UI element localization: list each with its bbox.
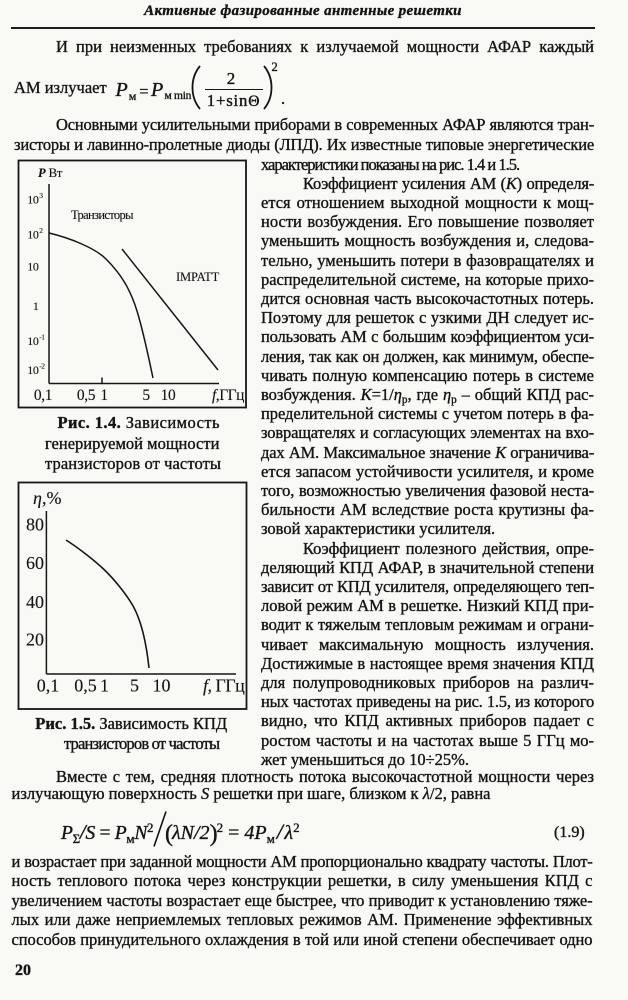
svg-text:f, ГГц: f, ГГц [203,676,245,696]
svg-text:10: 10 [27,228,39,242]
svg-text:20: 20 [26,630,44,650]
svg-text:10: 10 [153,676,171,696]
svg-text:1: 1 [100,387,107,404]
svg-text:10: 10 [27,334,39,348]
svg-text:η,%: η,% [33,488,61,508]
svg-text:P: P [38,166,46,180]
svg-text:3: 3 [39,191,43,200]
svg-text:40: 40 [26,592,44,612]
svg-text:0,5: 0,5 [74,676,97,696]
svg-text:5: 5 [130,676,139,696]
svg-text:-2: -2 [39,362,45,371]
svg-text:Вт: Вт [49,165,63,180]
svg-text:-1: -1 [39,333,45,342]
svg-text:5: 5 [142,387,150,404]
svg-text:0,1: 0,1 [37,676,60,696]
svg-text:10: 10 [161,387,176,404]
svg-text:1: 1 [33,299,39,313]
svg-text:f,ГГц: f,ГГц [212,387,244,404]
svg-text:80: 80 [26,515,44,535]
svg-text:0,1: 0,1 [34,387,52,404]
svg-text:10: 10 [27,363,39,377]
svg-text:1: 1 [100,676,109,696]
svg-text:Транзисторы: Транзисторы [71,208,134,222]
svg-text:10: 10 [27,260,39,274]
svg-text:10: 10 [27,193,39,207]
svg-text:IMPATT: IMPATT [176,270,220,284]
svg-text:2: 2 [39,226,43,235]
svg-text:60: 60 [26,553,44,573]
svg-text:0,5: 0,5 [77,387,96,404]
